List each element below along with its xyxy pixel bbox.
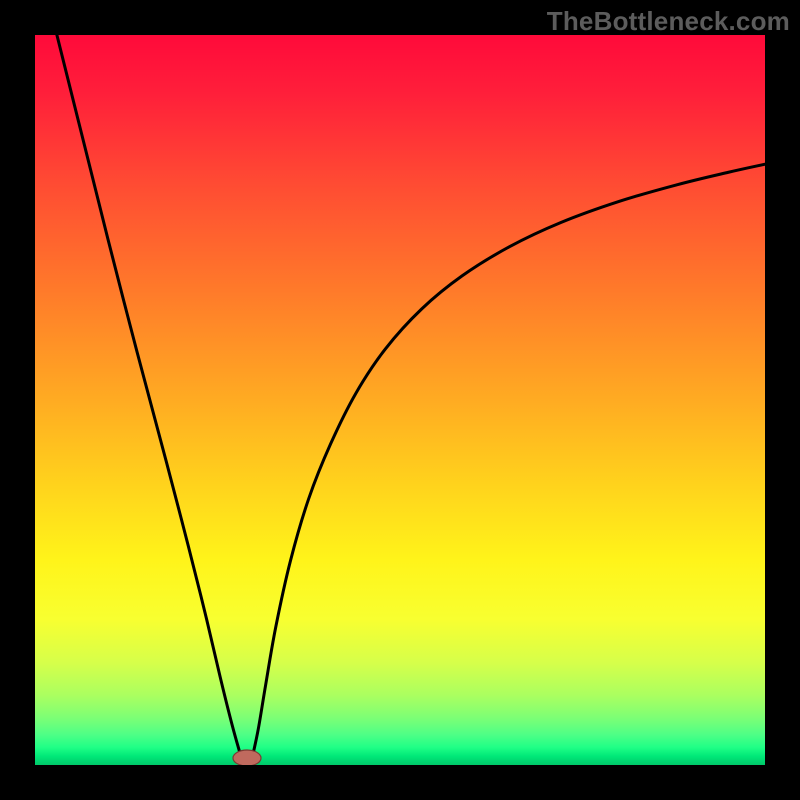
watermark-text: TheBottleneck.com bbox=[547, 6, 790, 37]
curve-left-branch bbox=[57, 35, 241, 756]
bottleneck-curve bbox=[35, 35, 765, 765]
vertex-marker-icon bbox=[231, 748, 263, 765]
curve-right-branch bbox=[253, 164, 765, 756]
plot-area bbox=[35, 35, 765, 765]
